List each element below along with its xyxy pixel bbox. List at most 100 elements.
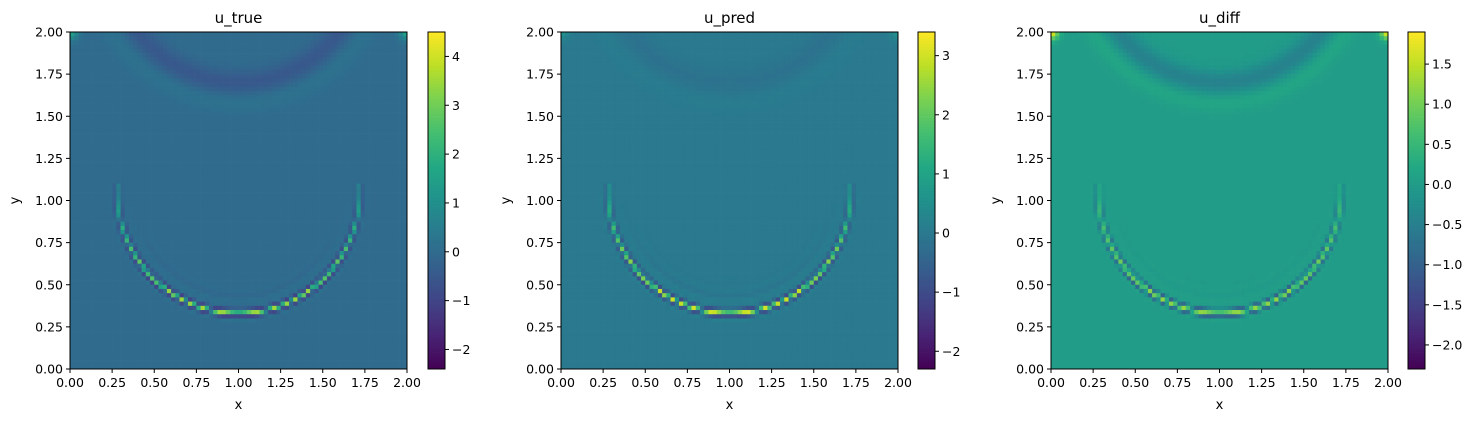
heatmap-cell [74, 163, 79, 168]
heatmap-cell [180, 281, 185, 286]
heatmap-cell [129, 158, 134, 163]
heatmap-cell [399, 78, 404, 83]
heatmap-cell [70, 247, 75, 252]
heatmap-cell [331, 49, 336, 54]
heatmap-cell [154, 171, 159, 176]
heatmap-cell [95, 32, 100, 37]
heatmap-cell [310, 175, 315, 180]
heatmap-cell [180, 129, 185, 134]
heatmap-cell [382, 87, 387, 92]
heatmap-cell [264, 146, 269, 151]
heatmap-cell [243, 230, 248, 235]
heatmap-cell [348, 276, 353, 281]
heatmap-cell [260, 87, 265, 92]
heatmap-cell [247, 163, 252, 168]
heatmap-cell [243, 154, 248, 159]
heatmap-cell [335, 289, 340, 294]
heatmap-cell [399, 146, 404, 151]
heatmap-cell [272, 201, 277, 206]
heatmap-cell [293, 36, 298, 41]
heatmap-cell [129, 154, 134, 159]
heatmap-cell [158, 154, 163, 159]
heatmap-cell [369, 137, 374, 142]
heatmap-cell [348, 66, 353, 71]
heatmap-cell [268, 74, 273, 79]
heatmap-cell [192, 120, 197, 125]
heatmap-cell [306, 137, 311, 142]
heatmap-cell [95, 289, 100, 294]
heatmap-cell [226, 83, 231, 88]
heatmap-cell [230, 222, 235, 227]
heatmap-cell [243, 247, 248, 252]
heatmap-cell [247, 70, 252, 75]
heatmap-cell [226, 45, 231, 50]
heatmap-cell [180, 251, 185, 256]
heatmap-cell [125, 293, 130, 298]
heatmap-cell [201, 255, 206, 260]
heatmap-cell [129, 205, 134, 210]
heatmap-cell [222, 150, 227, 155]
heatmap-cell [146, 99, 151, 104]
heatmap-cell [209, 238, 214, 243]
heatmap-cell [340, 150, 345, 155]
heatmap-cell [386, 175, 391, 180]
heatmap-cell [209, 230, 214, 235]
heatmap-cell [158, 133, 163, 138]
heatmap-cell [171, 32, 176, 37]
heatmap-cell [116, 230, 121, 235]
heatmap-cell [331, 61, 336, 66]
heatmap-cell [323, 158, 328, 163]
heatmap-cell [78, 276, 83, 281]
heatmap-cell [276, 70, 281, 75]
heatmap-cell [243, 209, 248, 214]
heatmap-cell [323, 61, 328, 66]
heatmap-cell [175, 70, 180, 75]
heatmap-cell [331, 213, 336, 218]
heatmap-cell [142, 129, 147, 134]
heatmap-cell [167, 167, 172, 172]
heatmap-cell [335, 158, 340, 163]
heatmap-cell [196, 146, 201, 151]
heatmap-cell [285, 146, 290, 151]
heatmap-cell [180, 83, 185, 88]
heatmap-cell [91, 217, 96, 222]
heatmap-cell [196, 184, 201, 189]
heatmap-cell [209, 129, 214, 134]
heatmap-cell [104, 133, 109, 138]
heatmap-cell [306, 184, 311, 189]
heatmap-cell [158, 226, 163, 231]
heatmap-cell [361, 116, 366, 121]
heatmap-cell [247, 289, 252, 294]
heatmap-cell [319, 268, 324, 273]
heatmap-cell [201, 137, 206, 142]
heatmap-cell [99, 49, 104, 54]
heatmap-cell [188, 142, 193, 147]
heatmap-cell [293, 74, 298, 79]
heatmap-cell [297, 125, 302, 130]
heatmap-cell [268, 112, 273, 117]
heatmap-cell [95, 184, 100, 189]
heatmap-cell [213, 272, 218, 277]
heatmap-cell [394, 230, 399, 235]
heatmap-cell [344, 255, 349, 260]
heatmap-cell [361, 209, 366, 214]
heatmap-cell [201, 57, 206, 62]
heatmap-cell [255, 70, 260, 75]
heatmap-cell [70, 116, 75, 121]
heatmap-cell [281, 234, 286, 239]
heatmap-cell [74, 49, 79, 54]
heatmap-cell [230, 154, 235, 159]
heatmap-cell [209, 142, 214, 147]
heatmap-cell [285, 142, 290, 147]
heatmap-cell [310, 49, 315, 54]
heatmap-cell [255, 163, 260, 168]
heatmap-cell [129, 99, 134, 104]
heatmap-cell [260, 192, 265, 197]
heatmap-cell [217, 146, 222, 151]
heatmap-cell [335, 142, 340, 147]
heatmap-cell [171, 129, 176, 134]
heatmap-cell [243, 251, 248, 256]
heatmap-cell [180, 53, 185, 58]
heatmap-cell [209, 49, 214, 54]
heatmap-cell [251, 49, 256, 54]
